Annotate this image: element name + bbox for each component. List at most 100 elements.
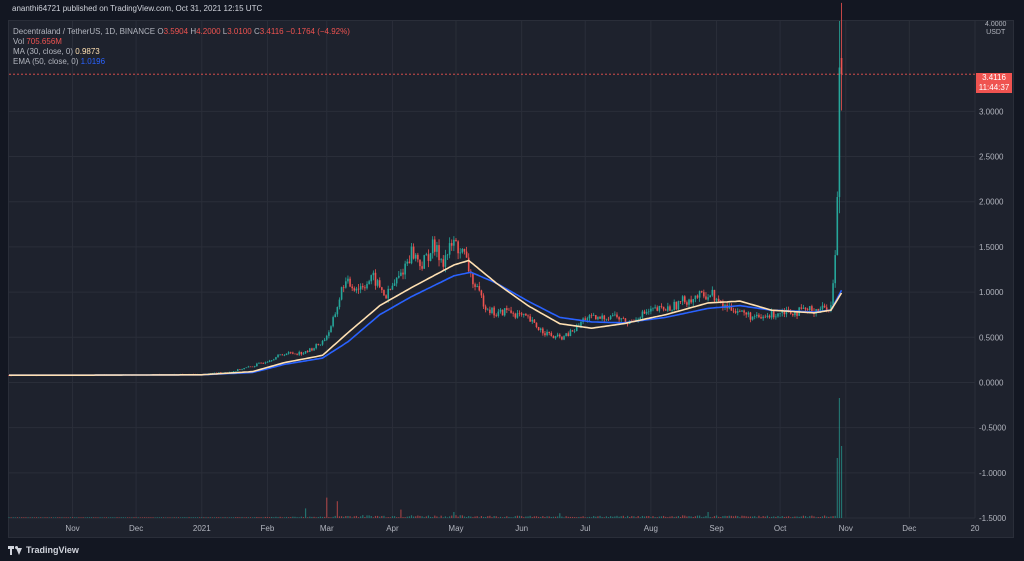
- candle-body: [397, 275, 400, 278]
- candle-body: [711, 289, 714, 296]
- ema-value: 1.0196: [80, 57, 106, 66]
- candle-body: [794, 311, 796, 316]
- y-tick-label: 0.5000: [979, 333, 1004, 342]
- candle-body: [595, 315, 597, 320]
- candle-body: [567, 333, 570, 337]
- candle-body: [304, 351, 307, 354]
- y-tick-label: 1.0000: [979, 288, 1004, 297]
- candle-body: [688, 299, 690, 305]
- volume-bar: [27, 517, 29, 518]
- candle-body: [698, 291, 701, 298]
- candle-body: [486, 309, 489, 311]
- candle-body: [601, 315, 603, 319]
- candle-body: [764, 316, 767, 318]
- volume-bar: [588, 516, 591, 518]
- volume-bar: [758, 515, 760, 518]
- candle-body: [637, 319, 639, 320]
- volume-bar: [508, 516, 510, 518]
- candle-body: [683, 296, 686, 303]
- candle-body: [796, 311, 798, 316]
- candle-body: [332, 317, 334, 327]
- volume-bar: [268, 517, 271, 518]
- y-tick-label: 1.5000: [979, 243, 1004, 252]
- volume-line[interactable]: Vol 705.656M: [13, 37, 350, 47]
- candle-body: [639, 317, 642, 320]
- volume-bar: [393, 516, 396, 518]
- volume-bar: [654, 517, 656, 518]
- volume-bar: [336, 501, 338, 518]
- volume-bar: [574, 517, 576, 518]
- volume-bar: [292, 516, 294, 518]
- candle-body: [273, 359, 275, 361]
- volume-bar: [474, 516, 476, 518]
- volume-bar: [285, 516, 288, 518]
- candle-body: [609, 316, 612, 319]
- candle-body: [525, 313, 527, 316]
- volume-bar: [258, 517, 260, 518]
- volume-bar: [771, 516, 773, 518]
- symbol-name[interactable]: Decentraland / TetherUS, 1D, BINANCE: [13, 27, 156, 36]
- candle-body: [590, 315, 593, 316]
- candle-body: [484, 306, 487, 310]
- volume-bar: [307, 517, 309, 518]
- volume-bar: [807, 517, 809, 518]
- candle-body: [717, 298, 720, 302]
- volume-bar: [290, 517, 292, 518]
- candle-body: [838, 67, 841, 198]
- volume-bar: [497, 517, 499, 518]
- volume-bar: [694, 516, 696, 518]
- volume-bar: [639, 517, 641, 518]
- candle-body: [561, 336, 563, 340]
- volume-bar: [542, 516, 544, 518]
- candle-body: [840, 58, 843, 75]
- candle-body: [247, 366, 250, 368]
- volume-bar: [340, 516, 343, 518]
- volume-bar: [413, 516, 415, 518]
- volume-bar: [116, 517, 118, 518]
- volume-bar: [288, 517, 290, 518]
- volume-bar: [470, 516, 472, 518]
- vol-label: Vol: [13, 37, 25, 46]
- candle-body: [444, 255, 447, 267]
- candle-body: [268, 360, 271, 363]
- volume-bar: [571, 516, 574, 518]
- volume-bar: [326, 497, 328, 518]
- bar-countdown: 11:44:37: [978, 83, 1010, 92]
- candle-body: [620, 318, 623, 320]
- candle-body: [325, 335, 328, 340]
- volume-bar: [620, 516, 622, 518]
- volume-bar: [633, 516, 635, 518]
- volume-bar: [271, 516, 273, 518]
- candle-body: [376, 280, 379, 286]
- volume-bar: [546, 516, 548, 518]
- volume-bar: [832, 516, 834, 518]
- volume-bar: [243, 517, 245, 518]
- volume-bar: [656, 517, 658, 518]
- volume-bar: [122, 517, 124, 518]
- x-tick-label: Dec: [129, 524, 143, 533]
- volume-bar: [330, 517, 332, 518]
- ma-line[interactable]: MA (30, close, 0) 0.9873: [13, 47, 350, 57]
- volume-bar: [398, 517, 400, 518]
- footer-branding[interactable]: TradingView: [8, 541, 79, 559]
- volume-bar: [209, 517, 211, 518]
- volume-bar: [603, 517, 605, 518]
- volume-bar: [514, 516, 516, 518]
- ma-value: 0.9873: [75, 47, 100, 56]
- volume-bar: [152, 517, 154, 518]
- volume-bar: [438, 517, 440, 518]
- volume-bar: [304, 508, 307, 518]
- candle-body: [548, 331, 550, 334]
- chart-pane[interactable]: [8, 20, 1014, 538]
- ema-line[interactable]: EMA (50, close, 0) 1.0196: [13, 57, 350, 67]
- volume-bar: [762, 516, 764, 518]
- candle-body: [217, 372, 220, 374]
- volume-bar: [402, 517, 404, 518]
- vol-value: 705.656M: [26, 37, 62, 46]
- volume-bar: [518, 515, 521, 518]
- volume-bar: [836, 458, 838, 518]
- candle-body: [736, 311, 739, 313]
- candle-body: [760, 317, 762, 319]
- volume-bar: [93, 517, 95, 518]
